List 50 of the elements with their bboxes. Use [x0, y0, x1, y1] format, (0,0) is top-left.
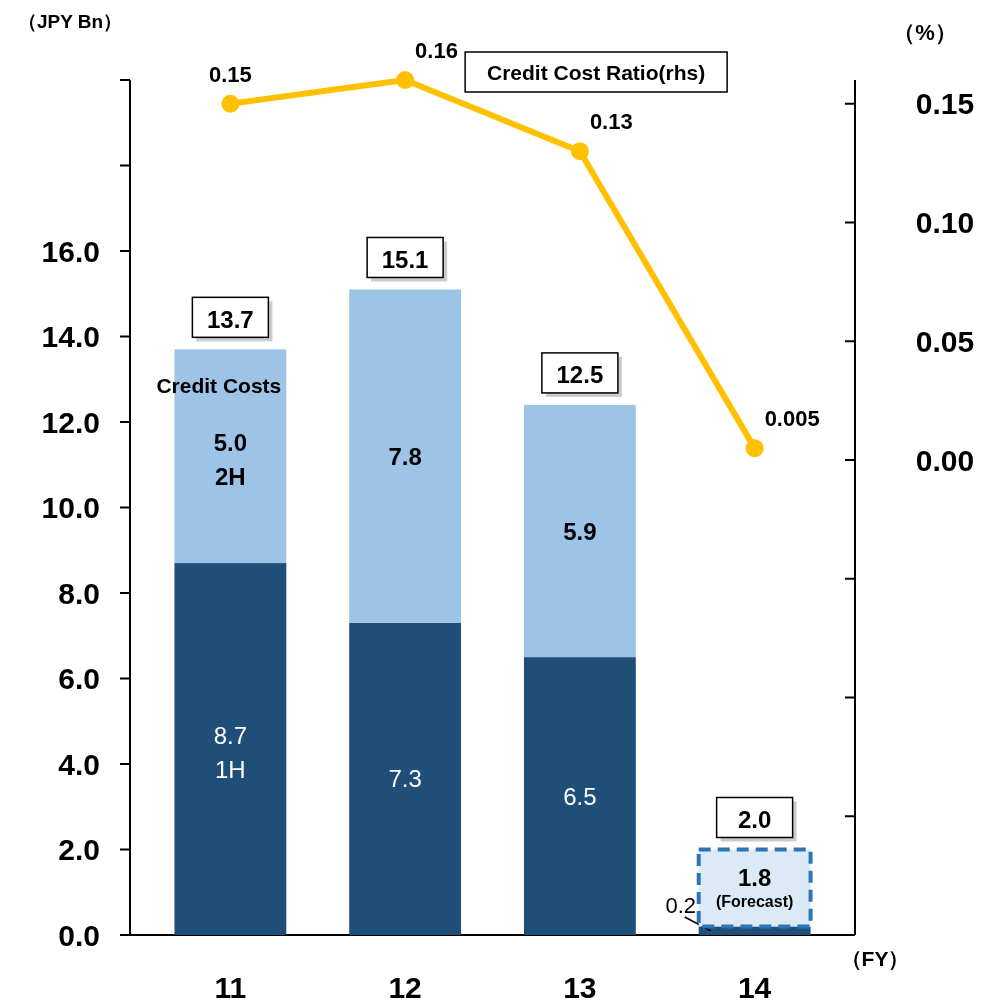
bar [174, 563, 287, 935]
annotation: Credit Costs [156, 374, 282, 398]
y-tick-label: 14.0 [41, 320, 100, 353]
x-tick-label: 14 [737, 970, 772, 1002]
annotation: (Forecast) [715, 893, 794, 911]
bar [523, 657, 636, 935]
bar [349, 622, 462, 935]
y-tick-label: 0.0 [58, 918, 100, 952]
x-tick-label: 12 [388, 970, 422, 1002]
data-label: 0.2 [665, 893, 697, 918]
total-label: 12.5 [556, 361, 604, 389]
y2-tick-label: 0.15 [915, 87, 975, 121]
point [221, 94, 240, 113]
bar [349, 289, 462, 623]
data-label: 0.005 [764, 406, 820, 432]
point [396, 71, 415, 89]
y-tick-label: 16.0 [41, 234, 100, 268]
y2-tick-label: 0.00 [915, 443, 975, 477]
y-tick-label: 12.0 [41, 405, 100, 439]
data-label: 5.9 [563, 517, 597, 545]
y2-tick-label: 0.05 [915, 324, 975, 358]
point [570, 142, 589, 161]
x-axis-title: （FY） [840, 947, 910, 970]
data-label: 0.13 [589, 109, 633, 135]
y2-tick-label: 0.10 [915, 206, 975, 239]
y-axis-title: （JPY Bn） [17, 11, 123, 32]
data-label: 1.8 [737, 864, 772, 892]
series-label: 1H [215, 755, 246, 783]
data-label: 0.15 [208, 61, 252, 87]
x-tick-label: 13 [563, 970, 597, 1002]
data-label: 6.5 [563, 782, 597, 810]
point [745, 439, 764, 458]
y-tick-label: 8.0 [58, 576, 100, 610]
y-tick-label: 2.0 [58, 833, 100, 866]
total-label: 2.0 [737, 806, 772, 833]
data-label: 7.8 [388, 442, 422, 470]
series-label: 2H [215, 462, 246, 490]
y-tick-label: 6.0 [58, 662, 100, 695]
series-label: Credit Cost Ratio(rhs) [487, 61, 706, 84]
y-tick-label: 4.0 [58, 747, 100, 781]
data-label: 7.3 [388, 765, 422, 793]
data-label: 0.16 [415, 38, 458, 63]
y-tick-label: 10.0 [41, 491, 100, 524]
y2-axis-title: （%） [893, 20, 957, 45]
total-label: 15.1 [381, 245, 429, 273]
x-tick-label: 11 [214, 970, 247, 1002]
bar [523, 404, 636, 658]
data-label: 8.7 [213, 721, 248, 749]
total-label: 13.7 [207, 305, 254, 333]
data-label: 5.0 [213, 428, 248, 456]
